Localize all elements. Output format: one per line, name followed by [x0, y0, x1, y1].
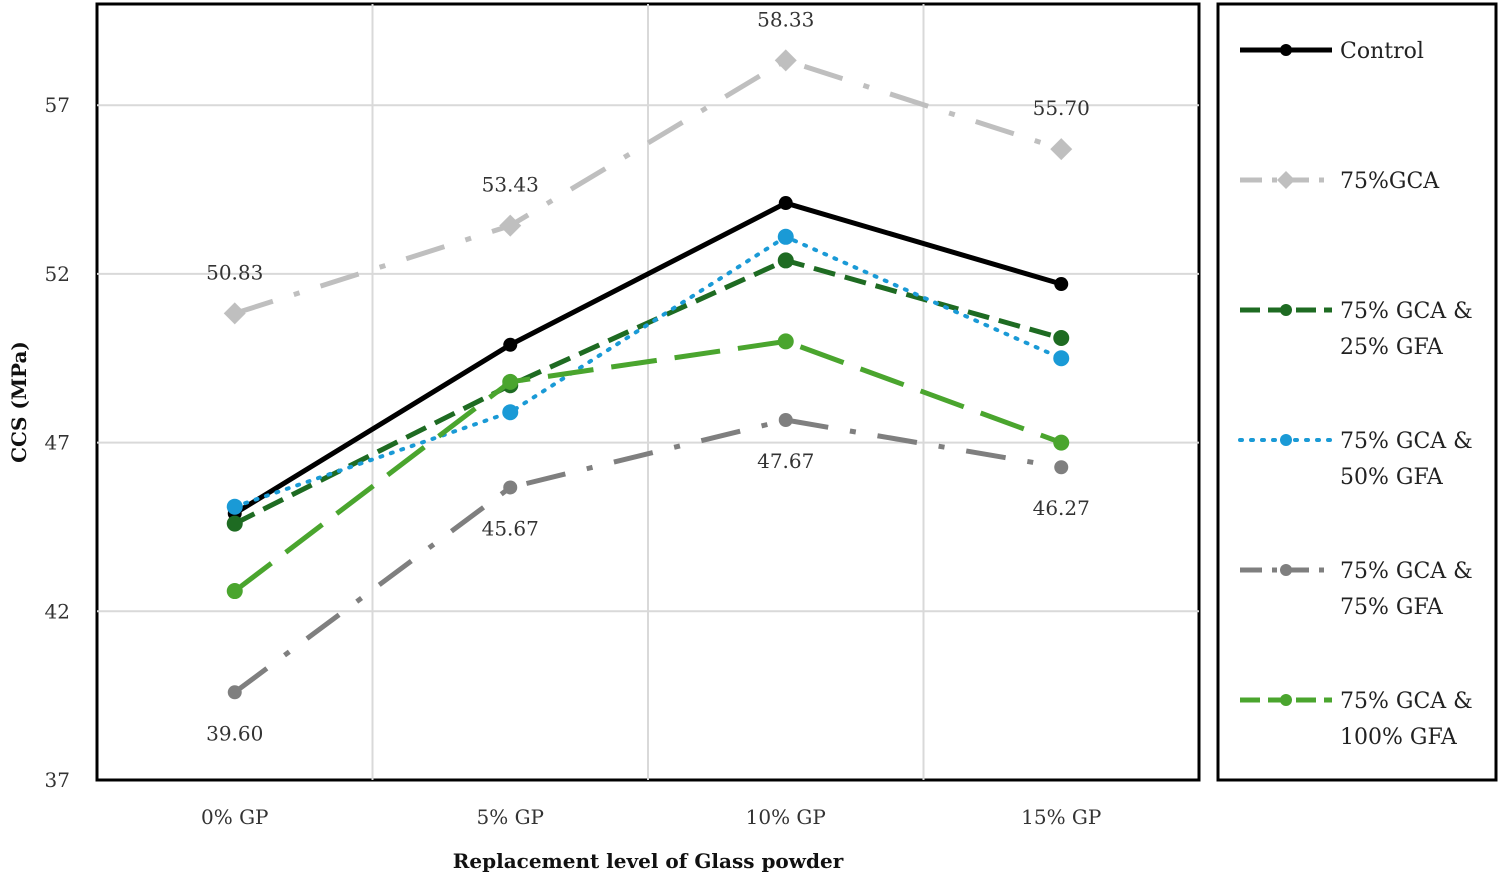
legend-marker	[1280, 44, 1292, 56]
y-tick-label: 52	[45, 262, 70, 286]
data-label: 55.70	[1033, 96, 1090, 120]
gridlines	[97, 4, 1199, 780]
series-5	[227, 413, 1069, 700]
legend-marker	[1277, 171, 1295, 189]
series-5-line	[233, 417, 1062, 695]
y-tick-label: 37	[45, 768, 70, 792]
series-3-point	[777, 252, 794, 269]
x-axis-title: Replacement level of Glass powder	[453, 849, 844, 873]
series-2-point	[774, 49, 797, 72]
legend-item-3: 75% GCA & 25% GFA	[1240, 299, 1473, 360]
series-6-point	[1053, 434, 1070, 451]
legend-marker	[1280, 434, 1292, 446]
series-2-point	[223, 302, 246, 325]
series-2	[223, 49, 1073, 325]
legend-marker	[1280, 694, 1292, 706]
data-label: 45.67	[482, 516, 539, 540]
series-4-point	[777, 228, 794, 245]
legend-label: Control	[1340, 39, 1424, 64]
series-2-line	[233, 57, 1063, 316]
legend-label: 75% GCA &	[1340, 559, 1473, 584]
series-2-point	[499, 214, 522, 237]
legend-label: 75% GCA &	[1340, 689, 1473, 714]
legend-frame	[1216, 2, 1498, 782]
x-tick-label: 0% GP	[201, 805, 269, 829]
series-6-line	[233, 338, 1063, 594]
series-3-point	[1053, 330, 1070, 347]
series-lines	[223, 49, 1073, 700]
y-axis-title: CCS (MPa)	[7, 341, 31, 463]
series-1-point	[503, 337, 518, 352]
x-tick-label: 5% GP	[476, 805, 544, 829]
legend: Control 75%GCA 75% GCA & 25% GFA 75% GCA & 50…	[1238, 39, 1473, 750]
x-tick-label: 15% GP	[1021, 805, 1101, 829]
data-label: 53.43	[482, 173, 539, 197]
legend-item-5: 75% GCA & 75% GFA	[1240, 559, 1473, 620]
series-4-point	[1053, 350, 1070, 367]
legend-item-4: 75% GCA & 50% GFA	[1238, 429, 1473, 490]
series-4-point	[226, 498, 243, 515]
series-1-point	[1054, 277, 1069, 292]
legend-marker	[1280, 304, 1292, 316]
series-6-point	[777, 333, 794, 350]
series-4-line	[232, 234, 1064, 509]
legend-label: 75% GCA &	[1340, 429, 1473, 454]
legend-label: 100% GFA	[1340, 725, 1458, 750]
legend-marker	[1280, 564, 1292, 576]
data-label: 46.27	[1033, 496, 1090, 520]
legend-item-6: 75% GCA & 100% GFA	[1240, 689, 1473, 750]
series-4	[226, 228, 1070, 515]
data-label: 39.60	[206, 721, 263, 745]
series-4-point	[502, 404, 519, 421]
series-5-point	[778, 413, 793, 428]
legend-label: 50% GFA	[1340, 465, 1444, 490]
legend-label: 75%GCA	[1340, 169, 1440, 194]
data-label: 50.83	[206, 260, 263, 284]
series-1-point	[778, 196, 793, 211]
series-3-point	[226, 515, 243, 532]
legend-label: 25% GFA	[1340, 335, 1444, 360]
data-label: 58.33	[757, 7, 814, 31]
series-2-point	[1050, 138, 1073, 161]
y-tick-label: 57	[45, 93, 70, 117]
series-5-point	[1054, 460, 1069, 475]
data-labels: 50.83 53.43 58.33 55.70 39.60 45.67 47.67 46.27	[206, 7, 1090, 745]
series-6-point	[502, 373, 519, 390]
legend-item-2: 75%GCA	[1240, 169, 1440, 194]
series-5-point	[503, 480, 518, 495]
data-label: 47.67	[757, 449, 814, 473]
series-6	[226, 333, 1070, 600]
legend-item-1: Control	[1240, 39, 1424, 64]
legend-label: 75% GFA	[1340, 595, 1444, 620]
axis-ticks: 37 42 47 52 57 0% GP 5% GP 10% GP 15% GP	[45, 93, 1102, 829]
x-tick-label: 10% GP	[746, 805, 826, 829]
y-tick-label: 42	[45, 599, 70, 623]
series-1-line	[233, 200, 1062, 516]
y-tick-label: 47	[45, 431, 70, 455]
legend-label: 75% GCA &	[1340, 299, 1473, 324]
series-5-point	[227, 685, 242, 700]
series-6-point	[226, 583, 243, 600]
